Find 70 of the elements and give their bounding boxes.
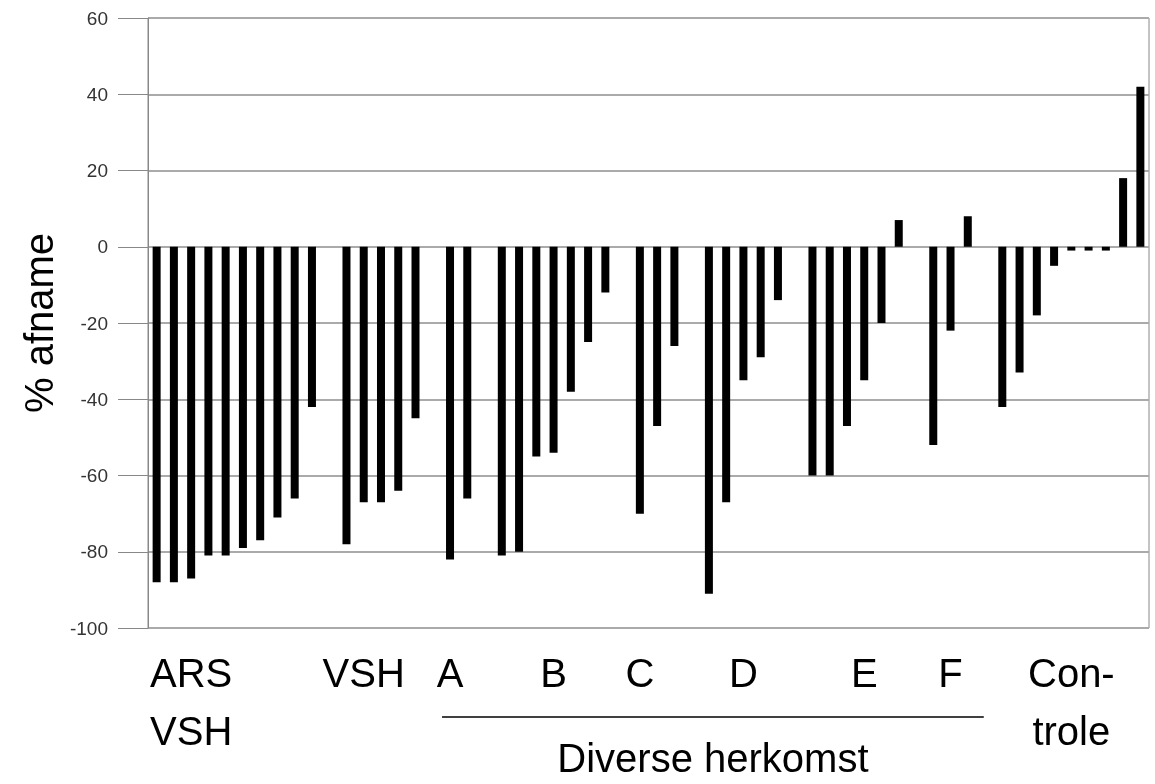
bar [877, 246, 886, 323]
bar [187, 246, 196, 579]
y-tick-label: -80 [80, 541, 108, 563]
bar [532, 246, 541, 457]
x-tick-label: E [850, 651, 878, 695]
bar [1101, 246, 1110, 251]
x-tick-label: C [625, 651, 655, 695]
bar [238, 246, 247, 548]
text: Diverse herkomst [557, 736, 869, 780]
bar [446, 246, 455, 560]
y-tick-label: -40 [80, 388, 108, 410]
bar [342, 246, 351, 545]
y-tick-label: 60 [86, 7, 108, 29]
bar [221, 246, 230, 556]
bar [670, 246, 679, 346]
bar [722, 246, 731, 503]
bar [394, 246, 403, 491]
x-tick-label: A [436, 651, 464, 695]
y-tick-label: -60 [80, 465, 108, 486]
bar [497, 246, 506, 556]
bar [1136, 86, 1145, 247]
bar [204, 246, 213, 556]
bar [273, 246, 282, 518]
x-tick-label: ARS VSH [150, 651, 233, 753]
bar [825, 246, 834, 476]
bar [929, 246, 938, 445]
bar [152, 246, 161, 583]
bar [773, 246, 782, 301]
x-tick-label: VSH [322, 651, 405, 695]
bar [1084, 246, 1093, 251]
bar [946, 246, 955, 331]
bar [411, 246, 420, 419]
bar [704, 246, 713, 594]
bar [635, 246, 644, 514]
x-tick-label: D [728, 651, 758, 695]
bar [1119, 178, 1128, 247]
bar [842, 246, 851, 426]
bar [376, 246, 385, 503]
x-tick-label: F [938, 651, 963, 695]
bar [515, 246, 524, 552]
bar [860, 246, 869, 381]
y-tick-label: 40 [86, 83, 108, 105]
bar [1050, 246, 1059, 266]
bar [1015, 246, 1024, 373]
bar [653, 246, 662, 426]
bar [601, 246, 610, 293]
bar [256, 246, 265, 541]
bar [808, 246, 817, 476]
bar [169, 246, 178, 583]
bar [566, 246, 575, 392]
bar [756, 246, 765, 358]
bar [894, 220, 903, 247]
y-tick-label: 20 [86, 160, 108, 181]
y-tick-label: 0 [97, 236, 108, 258]
y-tick-label: -20 [80, 312, 108, 334]
bar [963, 216, 972, 247]
x-tick-label: B [540, 651, 567, 695]
y-tick-label: -100 [69, 617, 108, 639]
bar [739, 246, 748, 381]
bar [463, 246, 472, 499]
bar [307, 246, 316, 407]
bar [549, 246, 558, 453]
bar [359, 246, 368, 503]
bar [290, 246, 299, 499]
bar [1067, 246, 1076, 251]
bar [1032, 246, 1041, 316]
bar [584, 246, 593, 343]
bar [998, 246, 1007, 407]
x-tick-label: Con- trole [1027, 651, 1115, 753]
y-axis-title: % afname [17, 232, 62, 414]
